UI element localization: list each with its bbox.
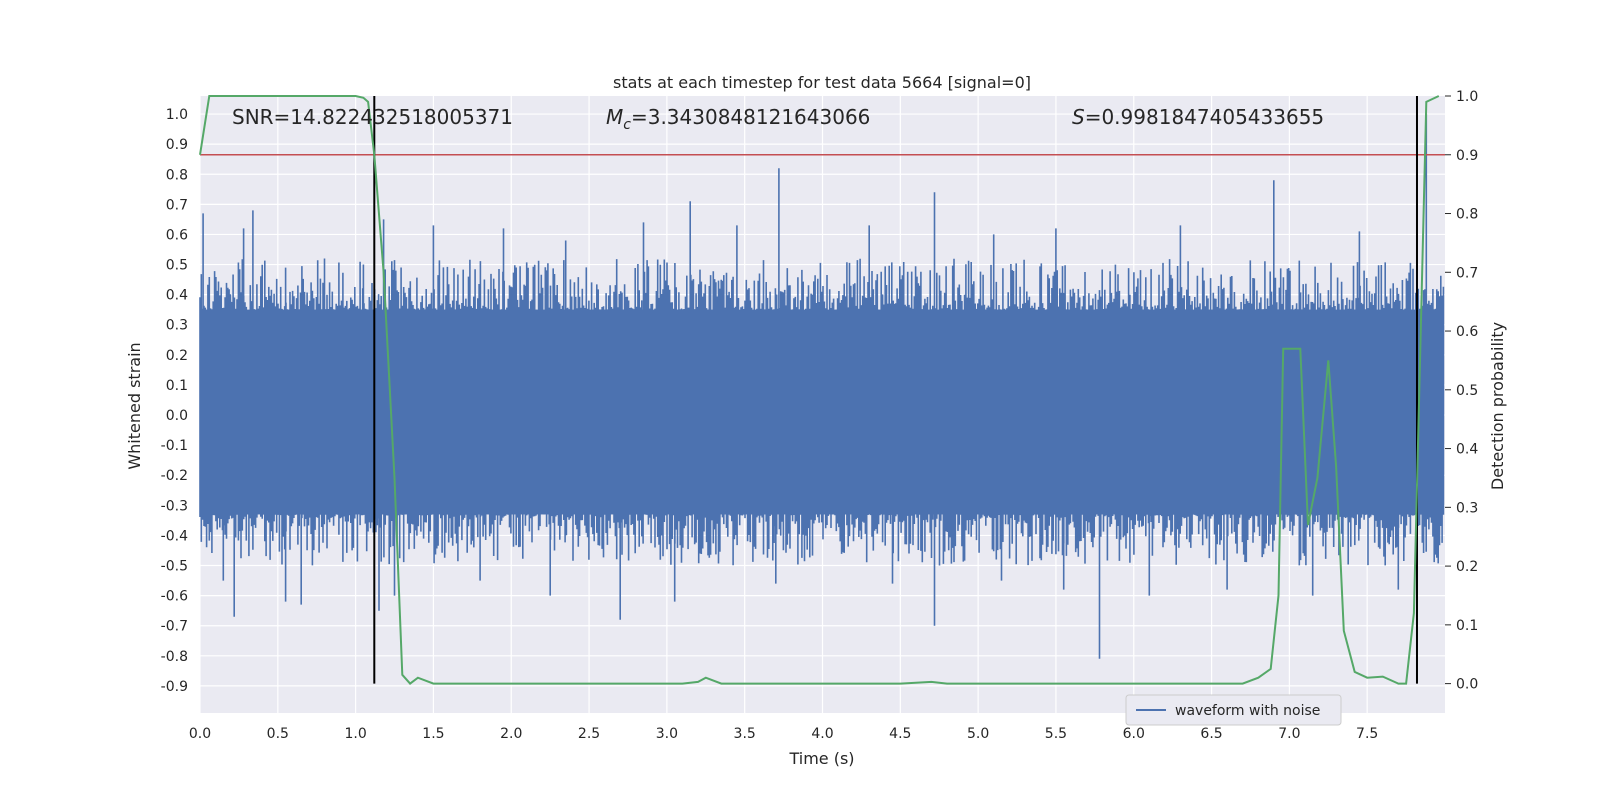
waveform-trace: [199, 114, 1445, 659]
legend-label: waveform with noise: [1175, 703, 1320, 719]
s-value: =0.9981847405433655: [1085, 105, 1324, 129]
y-tick-label: -0.6: [161, 589, 188, 605]
waveform-series: [199, 114, 1445, 659]
y-tick-label: -0.9: [161, 679, 188, 695]
mc-symbol: M: [606, 105, 623, 129]
x-axis-label: Time (s): [788, 749, 854, 768]
y-tick-label: 0.7: [166, 197, 188, 213]
x-tick-label: 4.5: [889, 726, 911, 742]
chart-title: stats at each timestep for test data 566…: [613, 73, 1031, 92]
y-right-tick-label: 0.2: [1456, 559, 1478, 575]
legend: waveform with noise: [1125, 694, 1342, 726]
y-right-tick-label: 1.0: [1456, 89, 1478, 105]
y-right-tick-label: 0.0: [1456, 677, 1478, 693]
x-tick-label: 3.5: [734, 726, 756, 742]
x-tick-label: 5.5: [1045, 726, 1067, 742]
x-tick-label: 3.0: [656, 726, 678, 742]
x-tick-label: 2.0: [500, 726, 522, 742]
x-tick-label: 0.0: [189, 726, 211, 742]
marker-lines: [373, 96, 1418, 684]
x-tick-label: 1.0: [344, 726, 366, 742]
x-axis-ticks: 0.0 0.5 1.0 1.5 2.0 2.5 3.0 3.5 4.0 4.5 5.0 5.5 6.0 6…: [189, 726, 1378, 742]
x-tick-label: 1.5: [422, 726, 444, 742]
y-axis-label: Whitened strain: [125, 342, 144, 469]
y-right-tick-label: 0.6: [1456, 324, 1478, 340]
y-right-tick-label: 0.1: [1456, 618, 1478, 634]
mc-subscript: c: [623, 117, 631, 133]
snr-label: SNR=14.822432518005371: [232, 105, 513, 129]
x-tick-label: 4.0: [811, 726, 833, 742]
mc-value: =3.3430848121643066: [631, 105, 870, 129]
y-right-axis-label: Detection probability: [1488, 322, 1507, 490]
y-tick-label: 0.5: [166, 258, 188, 274]
y-tick-label: 1.0: [166, 107, 188, 123]
y-tick-label: -0.8: [161, 649, 188, 665]
x-tick-label: 7.0: [1278, 726, 1300, 742]
y-tick-label: -0.2: [161, 468, 188, 484]
y-right-tick-label: 0.8: [1456, 207, 1478, 223]
mc-label: Mc=3.3430848121643066: [606, 105, 870, 133]
y-right-tick-label: 0.7: [1456, 265, 1478, 281]
y-tick-label: 0.0: [166, 408, 188, 424]
y-tick-label: -0.5: [161, 559, 188, 575]
x-tick-label: 7.5: [1356, 726, 1378, 742]
y-tick-label: 0.2: [166, 348, 188, 364]
y-right-axis-ticks: 1.0 0.9 0.8 0.7 0.6 0.5 0.4 0.3 0.2 0.1 0.0: [1445, 89, 1478, 693]
y-tick-label: -0.4: [161, 528, 188, 544]
y-tick-label: 0.1: [166, 378, 188, 394]
y-right-tick-label: 0.5: [1456, 383, 1478, 399]
y-tick-label: 0.8: [166, 167, 188, 183]
x-tick-label: 6.0: [1123, 726, 1145, 742]
y-tick-label: 0.9: [166, 137, 188, 153]
legend-box: [1125, 694, 1342, 726]
s-label: S=0.9981847405433655: [1072, 105, 1324, 129]
x-tick-label: 2.5: [578, 726, 600, 742]
y-tick-label: -0.7: [161, 619, 188, 635]
probability-line: [199, 95, 1440, 685]
y-right-tick-label: 0.3: [1456, 500, 1478, 516]
y-tick-label: -0.3: [161, 498, 188, 514]
y-axis-ticks: 1.0 0.9 0.8 0.7 0.6 0.5 0.4 0.3 0.2 0.1 0.0 -0.1 -0.…: [161, 107, 188, 695]
y-tick-label: -0.1: [161, 438, 188, 454]
x-tick-label: 0.5: [267, 726, 289, 742]
y-right-tick-label: 0.4: [1456, 442, 1478, 458]
y-tick-label: 0.3: [166, 318, 188, 334]
y-tick-label: 0.6: [166, 227, 188, 243]
s-symbol: S: [1072, 105, 1085, 129]
y-right-tick-label: 0.9: [1456, 148, 1478, 164]
x-tick-label: 5.0: [967, 726, 989, 742]
y-tick-label: 0.4: [166, 288, 188, 304]
x-tick-label: 6.5: [1200, 726, 1222, 742]
